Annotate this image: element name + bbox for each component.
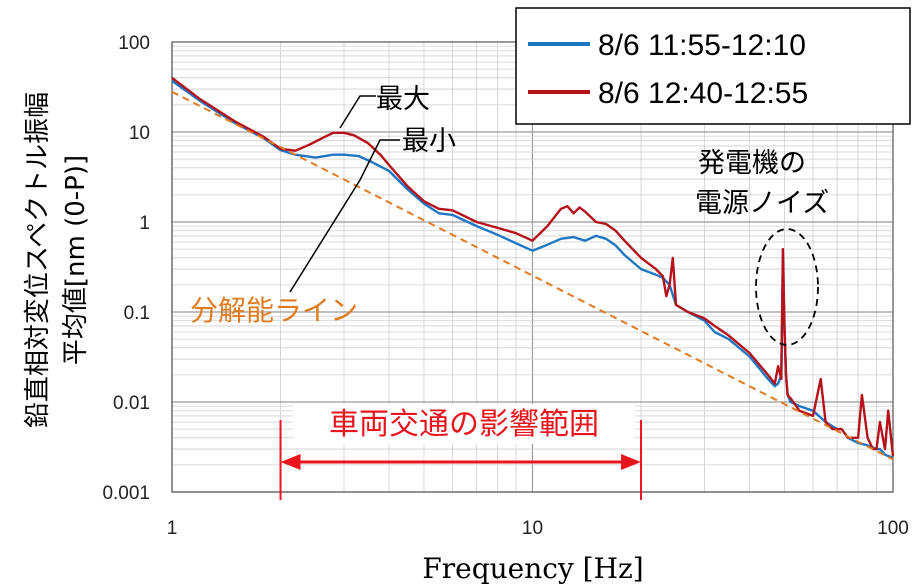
series-layer xyxy=(171,76,895,459)
resolution-line xyxy=(171,90,894,461)
traffic-label: 車両交通の影響範囲 xyxy=(329,407,599,442)
min-leader-line xyxy=(289,139,400,293)
generator-noise-label-line2: 電源ノイズ xyxy=(695,188,829,219)
traffic-arrow-head-left xyxy=(280,454,301,470)
x-axis-label: Frequency [Hz] xyxy=(422,552,643,585)
max-leader-line xyxy=(339,95,376,129)
y-axis-label-line2: 平均値[nm (0-P)] xyxy=(61,155,91,365)
y-tick-label: 100 xyxy=(118,33,150,54)
series-line-2 xyxy=(171,76,895,457)
generator-noise-ellipse xyxy=(755,228,819,346)
y-axis-label-line1: 鉛直相対変位スペクトル振幅 xyxy=(23,92,53,428)
traffic-label-bg xyxy=(293,404,635,444)
legend-box xyxy=(515,7,911,125)
generator-noise-label-line1: 発電機の xyxy=(698,148,806,179)
min-label: 最小 xyxy=(402,126,456,157)
traffic-arrow-head-right xyxy=(621,454,642,470)
y-tick-label: 0.01 xyxy=(113,393,150,414)
traffic-range-annotation: 車両交通の影響範囲 xyxy=(279,404,643,500)
y-tick-label: 1 xyxy=(139,213,150,234)
legend-label-series-1: 8/6 11:55-12:10 xyxy=(598,29,806,62)
series-line-1 xyxy=(171,79,894,459)
y-tick-label: 0.1 xyxy=(124,303,150,324)
resolution-line-label: 分解能ライン xyxy=(190,294,358,327)
tick-labels: 1 10 100 100 10 1 0.1 0.01 0.001 xyxy=(102,33,908,539)
x-tick-label: 1 xyxy=(167,518,178,539)
y-axis-label: 鉛直相対変位スペクトル振幅 平均値[nm (0-P)] xyxy=(23,92,91,428)
x-tick-label: 10 xyxy=(522,518,543,539)
legend: 8/6 11:55-12:10 8/6 12:40-12:55 xyxy=(515,7,911,125)
x-tick-label: 100 xyxy=(877,518,909,539)
max-label: 最大 xyxy=(376,84,430,115)
y-tick-label: 0.001 xyxy=(102,483,150,504)
legend-label-series-2: 8/6 12:40-12:55 xyxy=(598,77,808,110)
y-tick-label: 10 xyxy=(129,123,150,144)
